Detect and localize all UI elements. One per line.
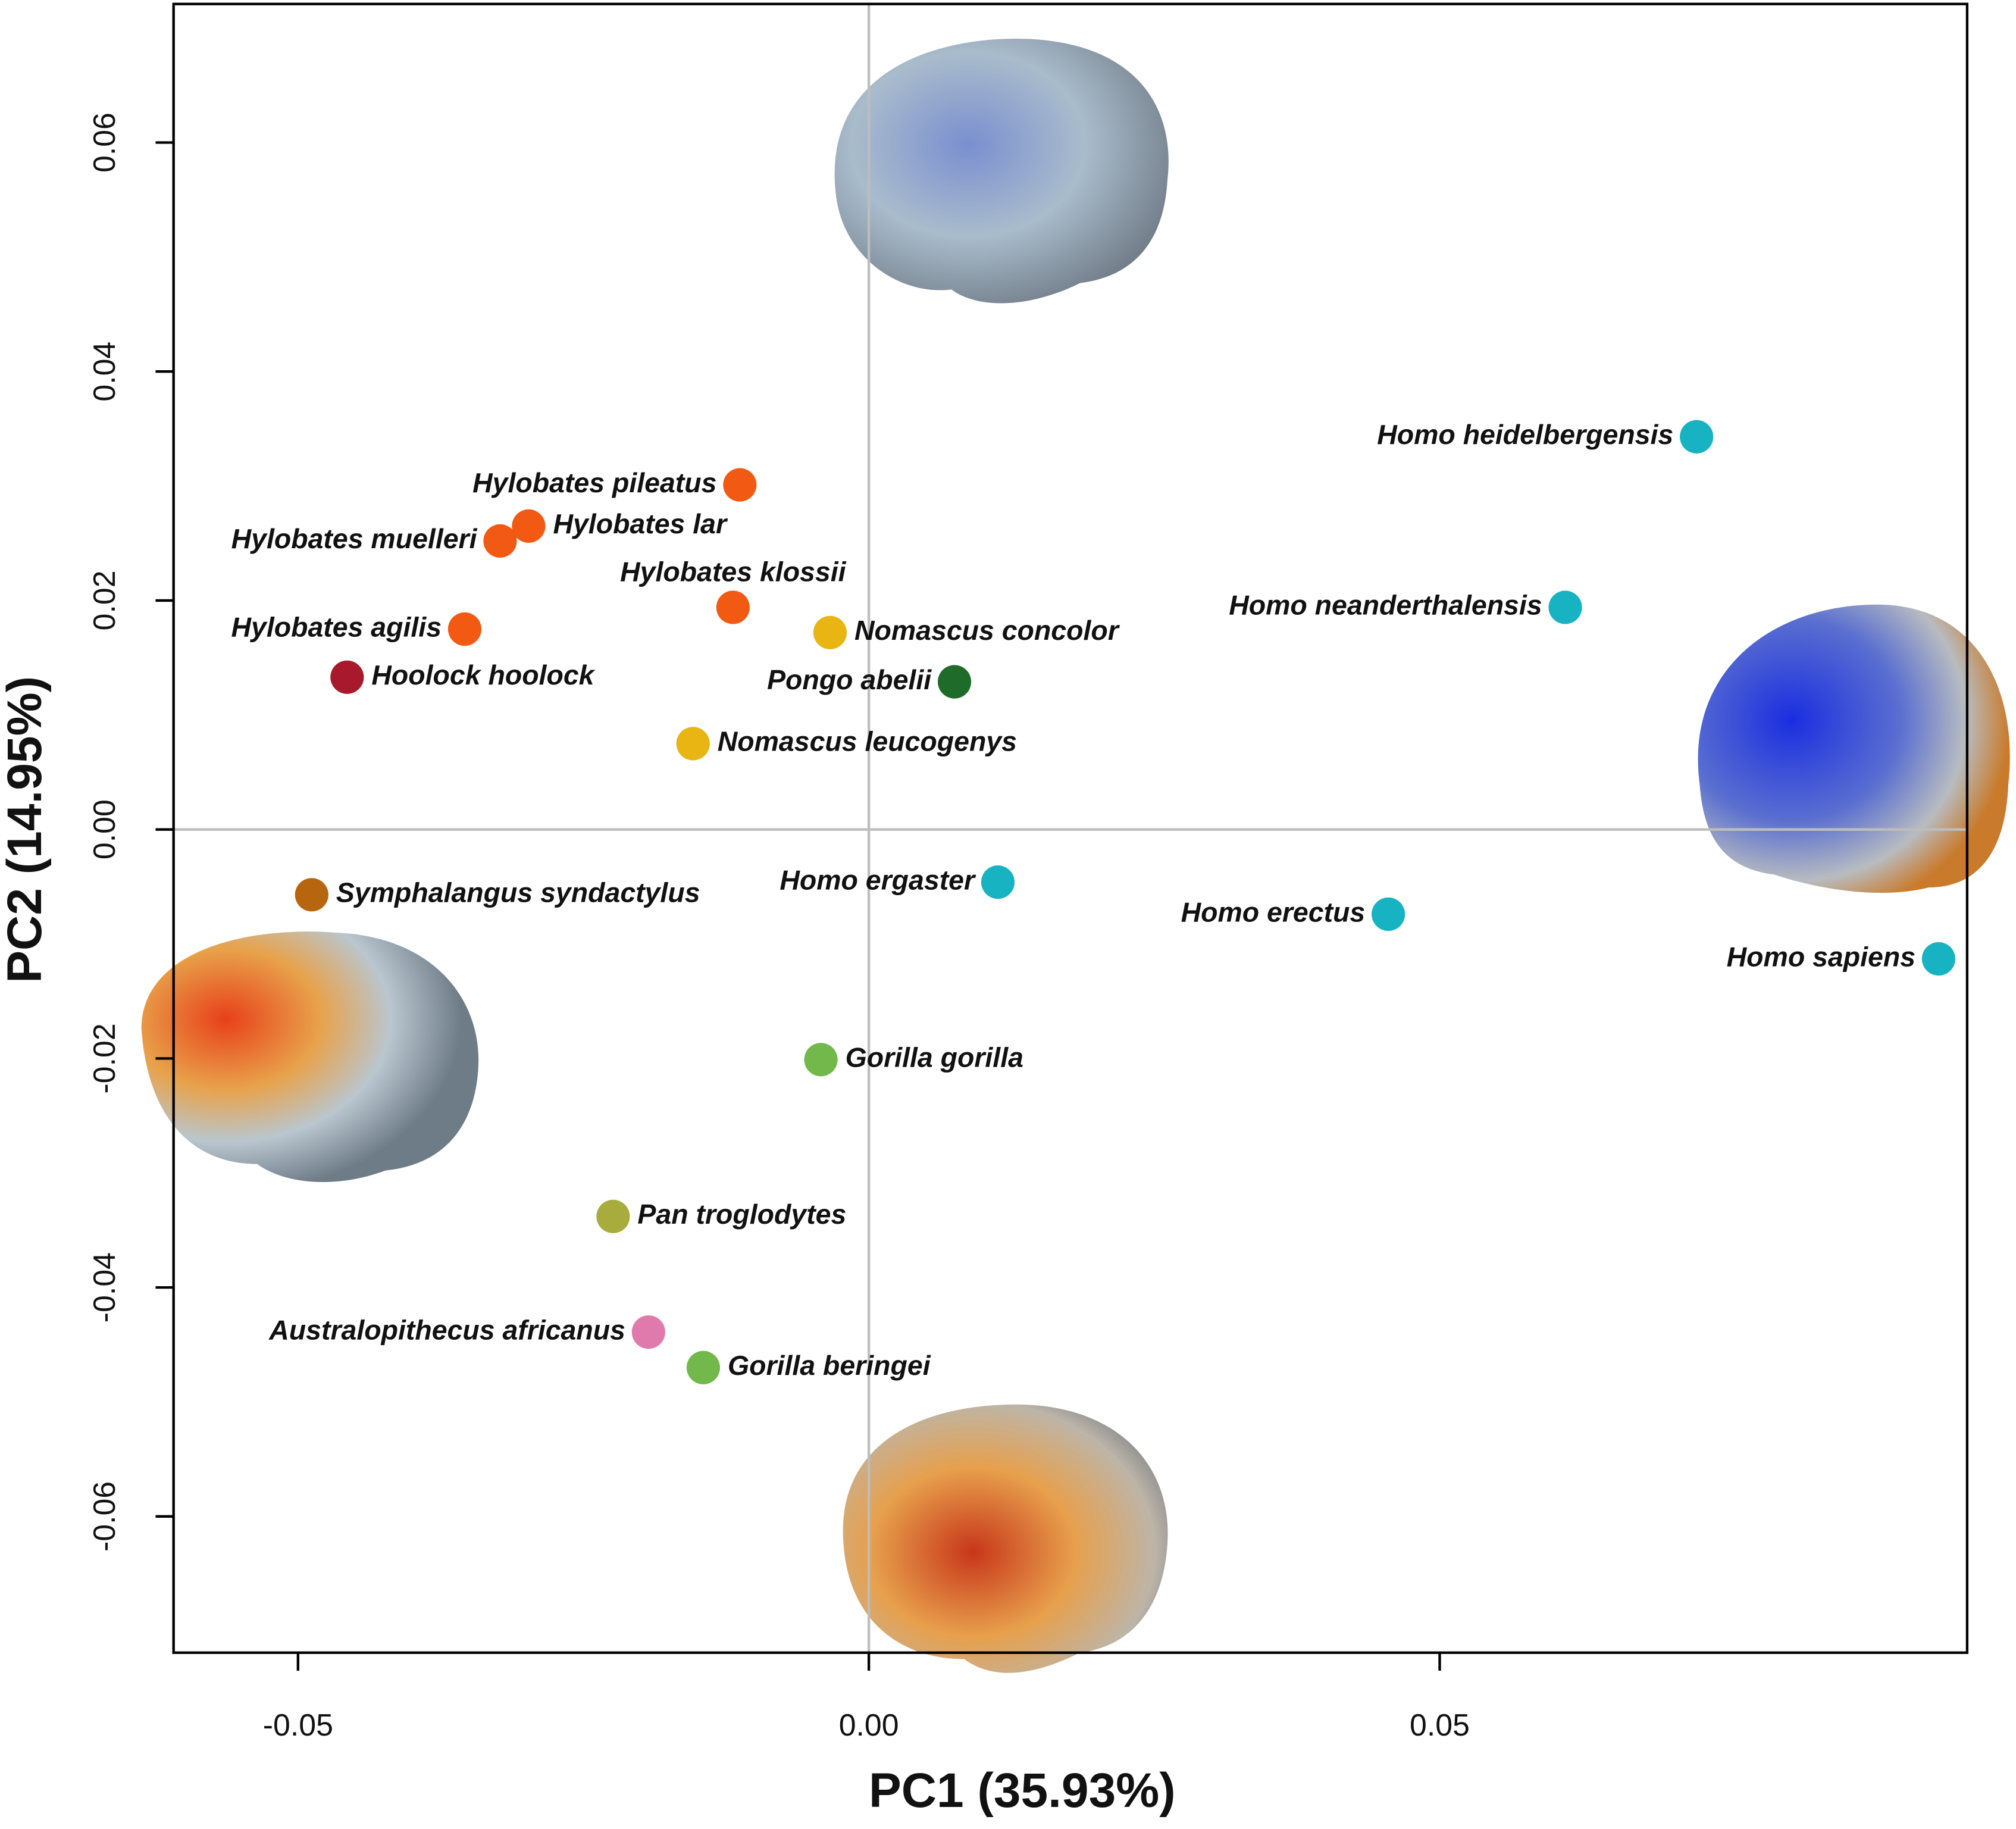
- point: [295, 878, 328, 912]
- point: [1548, 590, 1582, 624]
- point-label: Australopithecus africanus: [268, 1314, 625, 1345]
- x-axis-title: PC1 (35.93%): [869, 1764, 1176, 1818]
- point: [723, 468, 757, 502]
- point-label: Homo erectus: [1181, 896, 1366, 927]
- point-label: Homo ergaster: [780, 864, 976, 895]
- point-label: Gorilla gorilla: [846, 1042, 1023, 1073]
- point-label: Hylobates muelleri: [231, 523, 478, 554]
- point-label: Pongo abelii: [767, 664, 932, 695]
- point: [716, 590, 750, 624]
- point: [330, 660, 364, 694]
- x-tick-label: 0.05: [1410, 1708, 1470, 1742]
- point: [813, 615, 847, 649]
- point-label: Nomascus concolor: [854, 615, 1120, 646]
- point: [981, 865, 1015, 899]
- brain-bottom: [843, 1404, 1168, 1673]
- y-tick-label: 0.00: [87, 799, 121, 859]
- y-tick-label: 0.02: [87, 570, 121, 630]
- point: [596, 1199, 630, 1233]
- y-axis-title: PC2 (14.95%): [0, 676, 52, 983]
- y-tick-label: -0.04: [87, 1252, 121, 1322]
- point-label: Symphalangus syndactylus: [336, 877, 700, 908]
- brain-images: [141, 39, 2010, 1673]
- plot-area: Homo heidelbergensis Homo neanderthalensi…: [173, 4, 1967, 1653]
- point: [483, 524, 517, 558]
- point: [447, 612, 482, 646]
- brain-right: [1698, 604, 2010, 893]
- point-label: Hylobates pileatus: [472, 467, 716, 498]
- y-tick-label: -0.02: [87, 1023, 121, 1093]
- y-tick-label: 0.06: [87, 112, 121, 173]
- point-label: Gorilla beringei: [728, 1350, 931, 1381]
- point: [686, 1350, 721, 1384]
- y-tick-label: 0.04: [87, 342, 121, 402]
- point: [937, 665, 972, 699]
- point-label: Hylobates lar: [553, 508, 728, 539]
- point-label: Hylobates klossii: [620, 556, 846, 587]
- brain-top: [834, 39, 1169, 304]
- point: [1372, 897, 1405, 931]
- x-tick-label: -0.05: [263, 1708, 333, 1742]
- point: [1680, 420, 1714, 454]
- x-tick-label: 0.00: [839, 1708, 899, 1742]
- point-label: Hylobates agilis: [231, 611, 442, 642]
- point-label: Pan troglodytes: [637, 1199, 846, 1230]
- y-tick-label: -0.06: [87, 1481, 121, 1552]
- point-label: Homo sapiens: [1727, 941, 1915, 972]
- point: [1921, 942, 1956, 976]
- point: [512, 509, 546, 543]
- point-label: Hoolock hoolock: [371, 659, 595, 690]
- point-label: Homo heidelbergensis: [1377, 419, 1673, 450]
- brain-left: [141, 931, 479, 1183]
- point-label: Homo neanderthalensis: [1229, 590, 1542, 621]
- point: [676, 727, 710, 761]
- point: [631, 1315, 665, 1349]
- point-label: Nomascus leucogenys: [718, 726, 1017, 757]
- point: [804, 1043, 838, 1077]
